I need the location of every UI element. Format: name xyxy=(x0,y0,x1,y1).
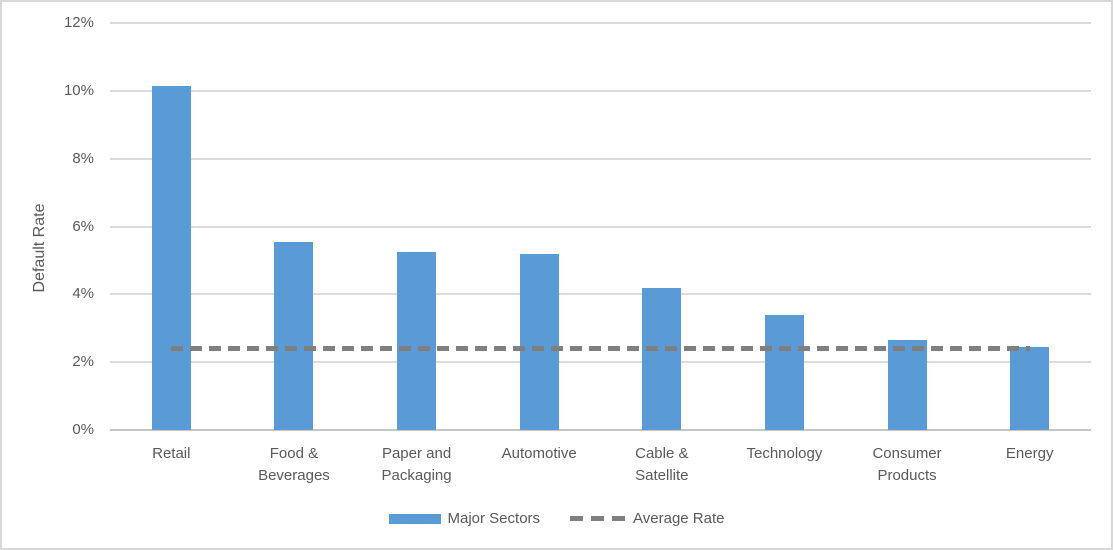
y-axis-tick: 12% xyxy=(63,14,94,32)
bar xyxy=(642,287,682,430)
gridline xyxy=(110,89,1091,92)
plot-area xyxy=(110,22,1091,431)
x-axis-category-label: Automotive xyxy=(501,445,577,462)
x-axis-category-label: Retail xyxy=(152,445,191,462)
x-axis-category-label: Paper and Packaging xyxy=(381,445,452,484)
bar xyxy=(519,253,559,430)
legend-dashed-line-swatch-icon xyxy=(570,516,627,521)
legend-item-average-rate: Average Rate xyxy=(570,510,724,527)
y-axis-tick: 0% xyxy=(72,421,94,439)
y-axis-tick: 8% xyxy=(72,149,94,167)
x-axis-category-label: Consumer Products xyxy=(872,445,942,484)
gridline xyxy=(110,225,1091,228)
y-axis-tick: 10% xyxy=(63,81,94,99)
legend: Major Sectors Average Rate xyxy=(2,510,1111,527)
x-axis-category-label: Cable & Satellite xyxy=(635,445,689,484)
bar xyxy=(397,251,437,430)
gridline xyxy=(110,22,1091,24)
bar xyxy=(1010,346,1050,430)
x-axis-category-label: Food & Beverages xyxy=(258,445,330,484)
bar xyxy=(151,85,191,430)
bar xyxy=(274,241,314,430)
gridline xyxy=(110,361,1091,364)
gridline xyxy=(110,157,1091,160)
bar xyxy=(887,340,927,430)
average-rate-line xyxy=(171,346,1030,352)
y-axis-tick: 2% xyxy=(72,353,94,371)
legend-bar-swatch-icon xyxy=(388,513,441,524)
x-axis-category-label: Energy xyxy=(1005,445,1054,462)
bar xyxy=(764,314,804,430)
y-axis-tick: 4% xyxy=(72,285,94,303)
legend-label-average-rate: Average Rate xyxy=(633,510,725,527)
y-axis-tick: 6% xyxy=(72,217,94,235)
gridline xyxy=(110,293,1091,296)
y-axis-tick-labels: 0% 2% 4% 6% 8% 10% 12% xyxy=(2,14,102,438)
legend-label-major-sectors: Major Sectors xyxy=(447,510,541,527)
legend-item-major-sectors: Major Sectors xyxy=(388,510,541,527)
x-axis-line xyxy=(110,429,1091,431)
x-axis-category-label: Technology xyxy=(746,445,823,462)
